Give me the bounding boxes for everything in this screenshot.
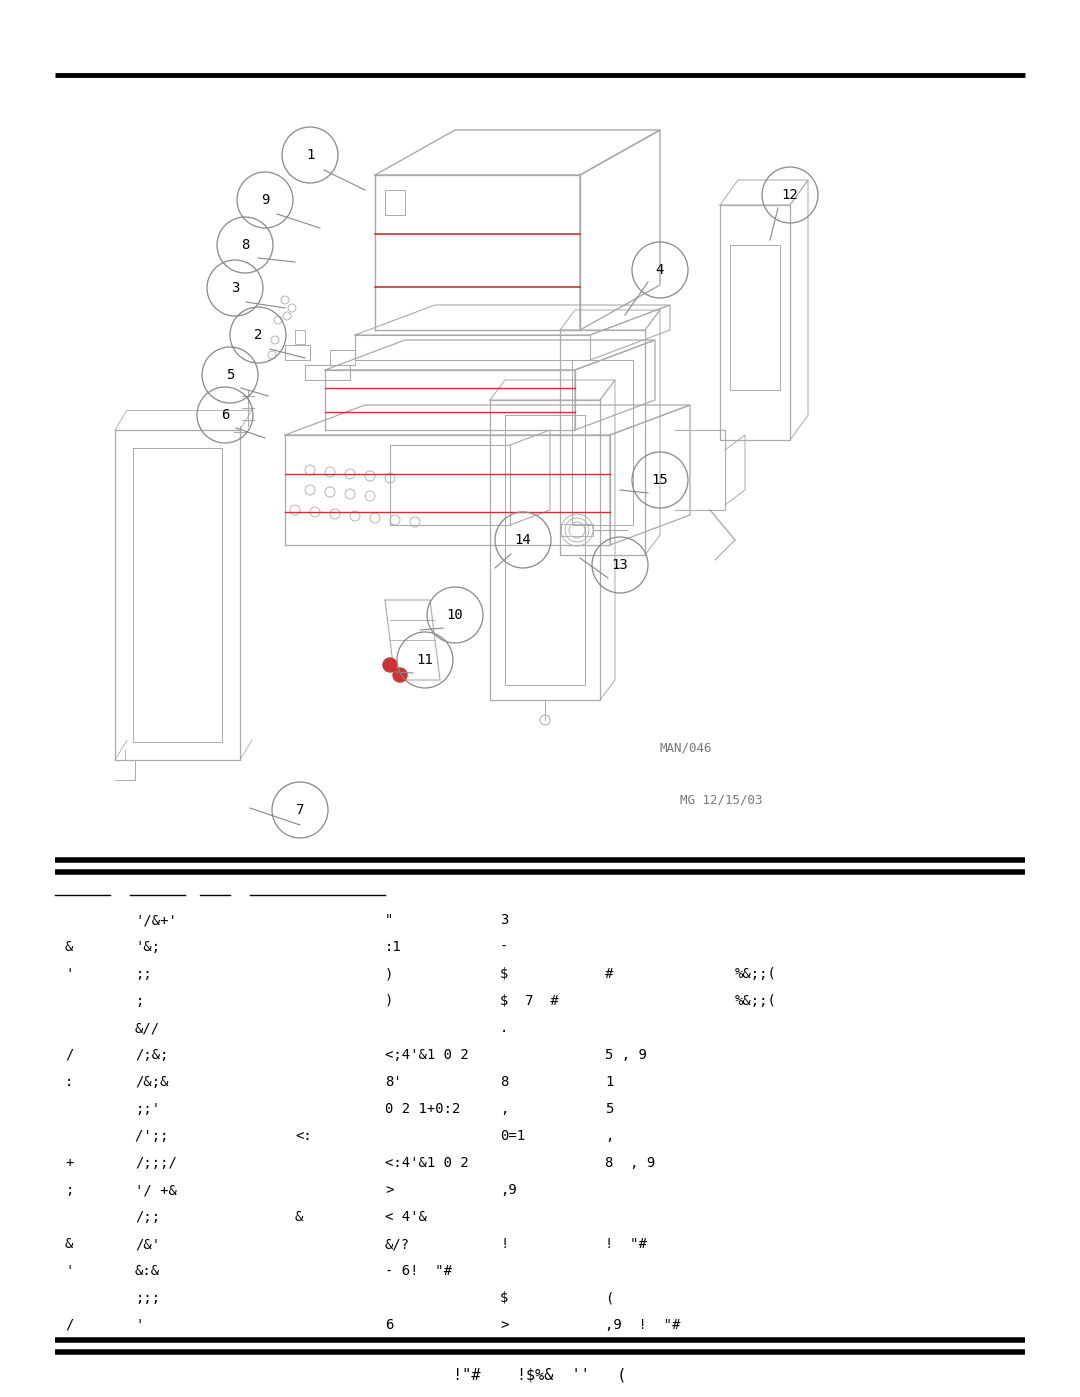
- Text: 14: 14: [515, 534, 531, 548]
- Text: .: .: [500, 1021, 509, 1035]
- Text: ": ": [384, 914, 393, 928]
- Text: 3: 3: [500, 914, 509, 928]
- Text: 0=1: 0=1: [500, 1129, 525, 1143]
- Text: ;;;: ;;;: [135, 1291, 160, 1305]
- Circle shape: [383, 658, 397, 672]
- Text: >: >: [384, 1183, 393, 1197]
- Text: ': ': [65, 967, 73, 981]
- Text: ': ': [65, 1264, 73, 1278]
- Text: !"#    !$%&  ''   (: !"# !$%& '' (: [454, 1368, 626, 1383]
- Circle shape: [393, 668, 407, 682]
- Text: 5 , 9: 5 , 9: [605, 1048, 647, 1062]
- Text: /: /: [65, 1048, 73, 1062]
- Text: '&;: '&;: [135, 940, 160, 954]
- Text: :1: :1: [384, 940, 402, 954]
- Text: 11: 11: [417, 652, 433, 666]
- Text: 12: 12: [782, 189, 798, 203]
- Text: (: (: [605, 1291, 613, 1305]
- Text: MAN/046: MAN/046: [660, 742, 713, 754]
- Text: '/ +&: '/ +&: [135, 1183, 177, 1197]
- Text: /';;: /';;: [135, 1129, 177, 1143]
- Text: /;;;/: /;;;/: [135, 1155, 177, 1171]
- Text: %&;;(: %&;;(: [735, 967, 777, 981]
- Text: ;;': ;;': [135, 1102, 160, 1116]
- Text: < 4'&: < 4'&: [384, 1210, 427, 1224]
- Text: 15: 15: [651, 474, 669, 488]
- Text: 3: 3: [231, 281, 239, 295]
- Text: <:4'&1 0 2: <:4'&1 0 2: [384, 1155, 469, 1171]
- Text: <;4'&1 0 2: <;4'&1 0 2: [384, 1048, 469, 1062]
- Text: >: >: [500, 1317, 509, 1331]
- Text: 8  , 9: 8 , 9: [605, 1155, 656, 1171]
- Text: 9: 9: [260, 193, 269, 207]
- Text: 8': 8': [384, 1076, 402, 1090]
- Text: $: $: [500, 967, 509, 981]
- Text: ,9  !  "#: ,9 ! "#: [605, 1317, 680, 1331]
- Text: /&;&: /&;&: [135, 1076, 168, 1090]
- Text: 8: 8: [500, 1076, 509, 1090]
- Text: 8: 8: [241, 237, 249, 251]
- Text: 6: 6: [384, 1317, 393, 1331]
- Text: ,9: ,9: [500, 1183, 516, 1197]
- Text: 4: 4: [656, 263, 664, 277]
- Text: ,: ,: [605, 1129, 613, 1143]
- Text: /: /: [65, 1317, 73, 1331]
- Text: 0 2 1+0:2: 0 2 1+0:2: [384, 1102, 460, 1116]
- Text: 5: 5: [605, 1102, 613, 1116]
- Text: &:&: &:&: [135, 1264, 160, 1278]
- Text: - 6!  "#: - 6! "#: [384, 1264, 453, 1278]
- Text: &: &: [65, 940, 73, 954]
- Text: /;&;: /;&;: [135, 1048, 168, 1062]
- Text: /&': /&': [135, 1236, 160, 1250]
- Text: :: :: [65, 1076, 73, 1090]
- Text: &: &: [65, 1236, 73, 1250]
- Text: <:: <:: [295, 1129, 312, 1143]
- Text: MG 12/15/03: MG 12/15/03: [680, 793, 762, 806]
- Text: &/?: &/?: [384, 1236, 410, 1250]
- Text: '/&+': '/&+': [135, 914, 177, 928]
- Text: 13: 13: [611, 557, 629, 571]
- Text: #: #: [605, 967, 613, 981]
- Text: 6: 6: [220, 408, 229, 422]
- Text: &: &: [295, 1210, 303, 1224]
- Text: ,: ,: [500, 1102, 509, 1116]
- Text: -: -: [500, 940, 509, 954]
- Text: ': ': [135, 1317, 144, 1331]
- Text: /;;: /;;: [135, 1210, 160, 1224]
- Text: ): ): [384, 967, 393, 981]
- Text: %&;;(: %&;;(: [735, 995, 777, 1009]
- Text: $: $: [500, 1291, 509, 1305]
- Text: $  7  #: $ 7 #: [500, 995, 558, 1009]
- Text: 1: 1: [306, 148, 314, 162]
- Text: !: !: [500, 1236, 509, 1250]
- Text: ;: ;: [135, 995, 144, 1009]
- Text: !  "#: ! "#: [605, 1236, 647, 1250]
- Text: ;;: ;;: [135, 967, 152, 981]
- Text: 7: 7: [296, 803, 305, 817]
- Text: ): ): [384, 995, 393, 1009]
- Text: +: +: [65, 1155, 73, 1171]
- Text: 10: 10: [447, 608, 463, 622]
- Text: ;: ;: [65, 1183, 73, 1197]
- Text: 1: 1: [605, 1076, 613, 1090]
- Text: 2: 2: [254, 328, 262, 342]
- Text: 5: 5: [226, 367, 234, 381]
- Text: &//: &//: [135, 1021, 160, 1035]
